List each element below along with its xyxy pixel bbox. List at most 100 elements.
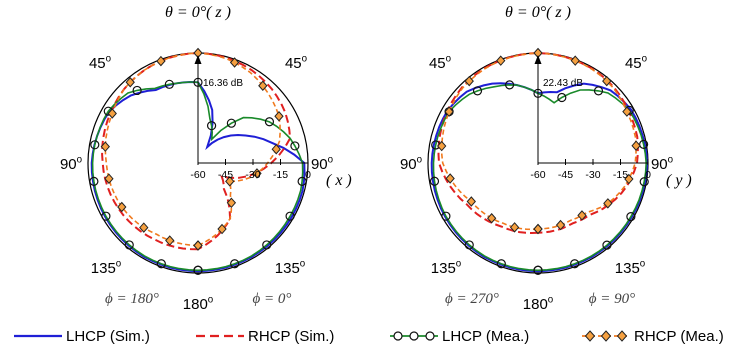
series-marker-3 bbox=[570, 259, 580, 269]
series-marker-4 bbox=[139, 222, 149, 233]
series-marker-3 bbox=[156, 259, 166, 269]
series-marker-4 bbox=[217, 223, 227, 235]
angle-label-90-left: 90o bbox=[60, 154, 83, 173]
series-marker-3 bbox=[504, 80, 515, 90]
series-marker-4 bbox=[193, 240, 203, 251]
legend-item-2: RHCP (Sim.) bbox=[196, 328, 334, 345]
series-marker-4 bbox=[533, 223, 543, 235]
polar-chart-xz: -60 -45 -30 -15 0 16.36 dB θ = 0°( z ) 45o 45o 90… bbox=[60, 4, 352, 313]
legend-item-1: LHCP (Sim.) bbox=[14, 328, 150, 345]
phi-right-label: ϕ = 0° bbox=[253, 291, 292, 307]
legend-label: LHCP (Mea.) bbox=[442, 328, 529, 345]
legend-marker bbox=[409, 331, 419, 341]
legend-item-4: RHCP (Mea.) bbox=[582, 328, 724, 345]
legend-marker bbox=[600, 330, 612, 342]
series-marker-3 bbox=[285, 211, 295, 221]
series-marker-3 bbox=[264, 117, 275, 127]
radial-tick-label: -45 bbox=[558, 169, 573, 181]
series-marker-3 bbox=[464, 240, 474, 250]
angle-label-135-left: 135o bbox=[91, 258, 122, 277]
series-marker-4 bbox=[100, 141, 110, 152]
series-marker-4 bbox=[445, 173, 455, 184]
series-marker-3 bbox=[290, 141, 300, 151]
series-marker-4 bbox=[107, 108, 117, 119]
peak-annotation: 22.43 dB bbox=[543, 78, 583, 89]
series-marker-4 bbox=[577, 210, 587, 221]
series-marker-3 bbox=[533, 265, 543, 275]
angle-label-45-left: 45o bbox=[429, 53, 452, 72]
series-marker-3 bbox=[557, 92, 567, 103]
series-marker-4 bbox=[464, 75, 474, 87]
radial-tick-label: -45 bbox=[218, 169, 233, 181]
angle-label-45-right: 45o bbox=[285, 53, 308, 72]
legend-item-3: LHCP (Mea.) bbox=[390, 328, 529, 345]
angle-label-90-right: 90o bbox=[311, 154, 334, 173]
series-marker-3 bbox=[602, 240, 612, 250]
legend-label: RHCP (Sim.) bbox=[248, 328, 334, 345]
axis-arrow-head bbox=[194, 55, 202, 64]
legend-marker bbox=[425, 331, 435, 341]
radial-tick-label: -15 bbox=[273, 169, 288, 181]
series-marker-4 bbox=[496, 55, 506, 66]
angle-label-45-right: 45o bbox=[625, 53, 648, 72]
series-marker-4 bbox=[229, 57, 240, 68]
series-marker-3 bbox=[472, 86, 483, 96]
series-marker-3 bbox=[262, 240, 272, 250]
radial-tick-label: -30 bbox=[245, 169, 260, 181]
top-angle-label: θ = 0°( z ) bbox=[165, 4, 231, 21]
legend-marker bbox=[616, 330, 628, 342]
series-marker-3 bbox=[226, 118, 236, 128]
series-marker-4 bbox=[117, 201, 127, 213]
polar-chart-yz: -60 -45 -30 -15 0 22.43 dB θ = 0°( z ) 45o 45o 90… bbox=[400, 4, 692, 313]
series-marker-3 bbox=[429, 176, 440, 186]
series-marker-4 bbox=[466, 196, 476, 207]
series-marker-4 bbox=[225, 176, 235, 187]
phi-left-label: ϕ = 270° bbox=[445, 291, 499, 307]
series-marker-4 bbox=[104, 173, 114, 184]
legend: LHCP (Sim.) RHCP (Sim.) LHCP (Mea.) RHCP (M… bbox=[14, 328, 724, 345]
series-marker-3 bbox=[626, 212, 636, 222]
series-marker-3 bbox=[639, 177, 649, 187]
radial-tick-label: -15 bbox=[613, 169, 628, 181]
series-marker-3 bbox=[89, 176, 99, 186]
angle-label-135-left: 135o bbox=[431, 258, 462, 277]
angle-label-135-right: 135o bbox=[615, 258, 646, 277]
radial-tick-label: -60 bbox=[530, 169, 545, 181]
series-marker-4 bbox=[631, 140, 641, 151]
series-marker-3 bbox=[132, 85, 142, 96]
axis-name-label: ( x ) bbox=[326, 172, 352, 189]
series-marker-4 bbox=[258, 80, 268, 92]
top-angle-label: θ = 0°( z ) bbox=[505, 4, 571, 21]
series-line-2 bbox=[437, 51, 639, 235]
series-marker-3 bbox=[441, 211, 451, 221]
series-marker-3 bbox=[101, 211, 111, 221]
axis-name-label: ( y ) bbox=[666, 172, 692, 189]
series-marker-4 bbox=[624, 173, 634, 185]
series-marker-4 bbox=[271, 143, 281, 155]
series-marker-3 bbox=[639, 139, 649, 149]
angle-label-135-right: 135o bbox=[275, 258, 306, 277]
series-marker-3 bbox=[90, 140, 100, 150]
series-marker-4 bbox=[603, 198, 613, 209]
series-marker-4 bbox=[165, 235, 175, 246]
axis-arrow-head bbox=[534, 55, 542, 64]
series-marker-3 bbox=[230, 259, 240, 269]
radial-tick-label: 0 bbox=[305, 169, 311, 181]
series-marker-4 bbox=[125, 76, 135, 88]
radial-tick-label: -60 bbox=[190, 169, 205, 181]
series-marker-3 bbox=[496, 259, 506, 269]
angle-label-180: 180o bbox=[523, 294, 554, 313]
series-marker-4 bbox=[226, 197, 237, 209]
peak-annotation: 16.36 dB bbox=[203, 78, 243, 89]
series-marker-3 bbox=[593, 86, 604, 96]
series-marker-4 bbox=[570, 55, 580, 66]
series-marker-3 bbox=[124, 240, 134, 250]
series-marker-3 bbox=[297, 176, 307, 186]
series-marker-4 bbox=[437, 140, 447, 152]
legend-label: LHCP (Sim.) bbox=[66, 328, 150, 345]
legend-marker bbox=[393, 331, 403, 341]
series-marker-4 bbox=[444, 106, 454, 117]
radial-tick-label: -30 bbox=[585, 169, 600, 181]
series-marker-4 bbox=[602, 75, 612, 87]
